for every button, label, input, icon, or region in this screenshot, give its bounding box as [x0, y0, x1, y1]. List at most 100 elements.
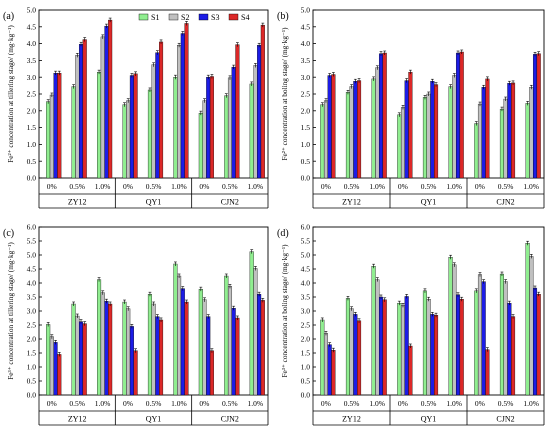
legend-swatch-S4 [228, 13, 239, 21]
dose-label: 0% [123, 399, 133, 408]
panel-d: 0.0 0.5 1.0 1.5 2.0 2.5 3.0 3.5 4.0 4.5 5.0 5.5 6.0 F… [277, 223, 545, 426]
dose-label: 0% [475, 182, 485, 191]
bar-S2 [400, 305, 406, 396]
group-label: CJN2 [496, 198, 514, 207]
bar-S1 [320, 104, 325, 179]
bar-S1 [345, 298, 350, 396]
bar-S2 [452, 75, 457, 179]
y-tick-label: 0.5 [27, 157, 37, 166]
bar-S2 [323, 100, 329, 179]
bar-S3 [231, 66, 236, 179]
bar-S3 [180, 288, 185, 396]
panel-label: (a) [3, 11, 14, 22]
bar-S3 [180, 33, 185, 179]
y-tick-label: 0.0 [301, 174, 311, 183]
bar-S4 [434, 84, 439, 179]
bar-S3 [206, 316, 211, 396]
bar-S1 [499, 108, 504, 179]
dose-label: 1.0% [95, 182, 111, 191]
group-label: ZY12 [68, 198, 87, 207]
bar-S4 [485, 349, 490, 396]
bar-S4 [133, 350, 138, 396]
bar-S3 [206, 77, 211, 179]
dose-label: 0% [199, 182, 209, 191]
bar-S4 [82, 39, 87, 179]
bar-S1 [71, 86, 76, 179]
bar-S4 [331, 350, 336, 396]
group-label: ZY12 [342, 198, 361, 207]
bar-S1 [525, 103, 530, 179]
bar-S3 [507, 302, 512, 396]
dose-label: 0.5% [421, 399, 437, 408]
bar-S4 [511, 316, 516, 396]
bar-S3 [430, 81, 435, 179]
bar-S1 [525, 243, 530, 396]
dose-label: 1.0% [95, 399, 111, 408]
bar-S2 [375, 279, 380, 396]
dose-label: 0.5% [222, 182, 238, 191]
bar-S2 [227, 286, 233, 396]
bar-S2 [151, 303, 156, 396]
panel-label: (c) [3, 228, 14, 239]
bar-S2 [323, 333, 329, 396]
y-axis-title: Fe²⁺ concentration at boling stage/ (mg·… [280, 27, 289, 161]
bar-S4 [408, 345, 413, 396]
bar-S1 [448, 257, 453, 396]
bar-S1 [46, 324, 51, 396]
dose-label: 1.0% [446, 399, 462, 408]
bar-S2 [49, 336, 54, 396]
bar-S3 [378, 296, 384, 396]
dose-label: 0% [199, 399, 209, 408]
y-tick-label: 4.5 [301, 265, 311, 274]
bar-S2 [253, 65, 258, 179]
y-tick-label: 2.5 [301, 321, 311, 330]
bar-S1 [397, 114, 402, 179]
bar-S4 [459, 299, 464, 396]
dose-label: 0% [47, 399, 57, 408]
y-tick-label: 4.5 [27, 22, 37, 31]
bar-S2 [100, 292, 105, 396]
bar-S1 [71, 303, 76, 396]
bar-S2 [227, 77, 233, 179]
y-tick-label: 4.0 [301, 279, 311, 288]
y-tick-label: 4.0 [27, 39, 37, 48]
bar-S3 [53, 72, 58, 179]
bar-S3 [78, 321, 84, 396]
bar-S1 [320, 319, 325, 396]
bar-S2 [375, 67, 380, 179]
dose-label: 1.0% [369, 182, 385, 191]
bar-S4 [459, 51, 464, 179]
bar-S4 [209, 350, 214, 396]
bar-S3 [129, 326, 134, 396]
y-tick-label: 2.0 [301, 106, 311, 115]
bar-S4 [82, 323, 87, 396]
bar-S4 [108, 19, 113, 179]
bar-S2 [202, 100, 207, 179]
y-tick-label: 1.5 [27, 349, 37, 358]
bar-S3 [404, 296, 409, 396]
bar-S4 [108, 303, 113, 396]
bar-S3 [53, 342, 58, 396]
bar-S2 [503, 98, 508, 179]
bar-S3 [155, 52, 160, 179]
y-tick-label: 5.0 [27, 6, 37, 15]
bar-S1 [249, 83, 254, 179]
y-tick-label: 3.0 [27, 73, 37, 82]
y-tick-label: 1.5 [301, 349, 311, 358]
bar-S2 [529, 87, 534, 179]
bar-S4 [184, 23, 189, 179]
bar-S2 [75, 55, 80, 179]
bar-S2 [126, 308, 131, 396]
y-tick-label: 4.0 [301, 39, 311, 48]
dose-label: 0.5% [69, 182, 85, 191]
dose-label: 0% [321, 182, 331, 191]
bar-S3 [155, 316, 160, 396]
legend-label-S3: S3 [211, 13, 219, 22]
y-tick-label: 2.5 [27, 90, 37, 99]
bar-S2 [177, 275, 182, 396]
bar-S4 [260, 300, 265, 396]
dose-label: 1.0% [523, 182, 539, 191]
bar-S1 [147, 294, 152, 396]
group-label: CJN2 [221, 415, 239, 424]
